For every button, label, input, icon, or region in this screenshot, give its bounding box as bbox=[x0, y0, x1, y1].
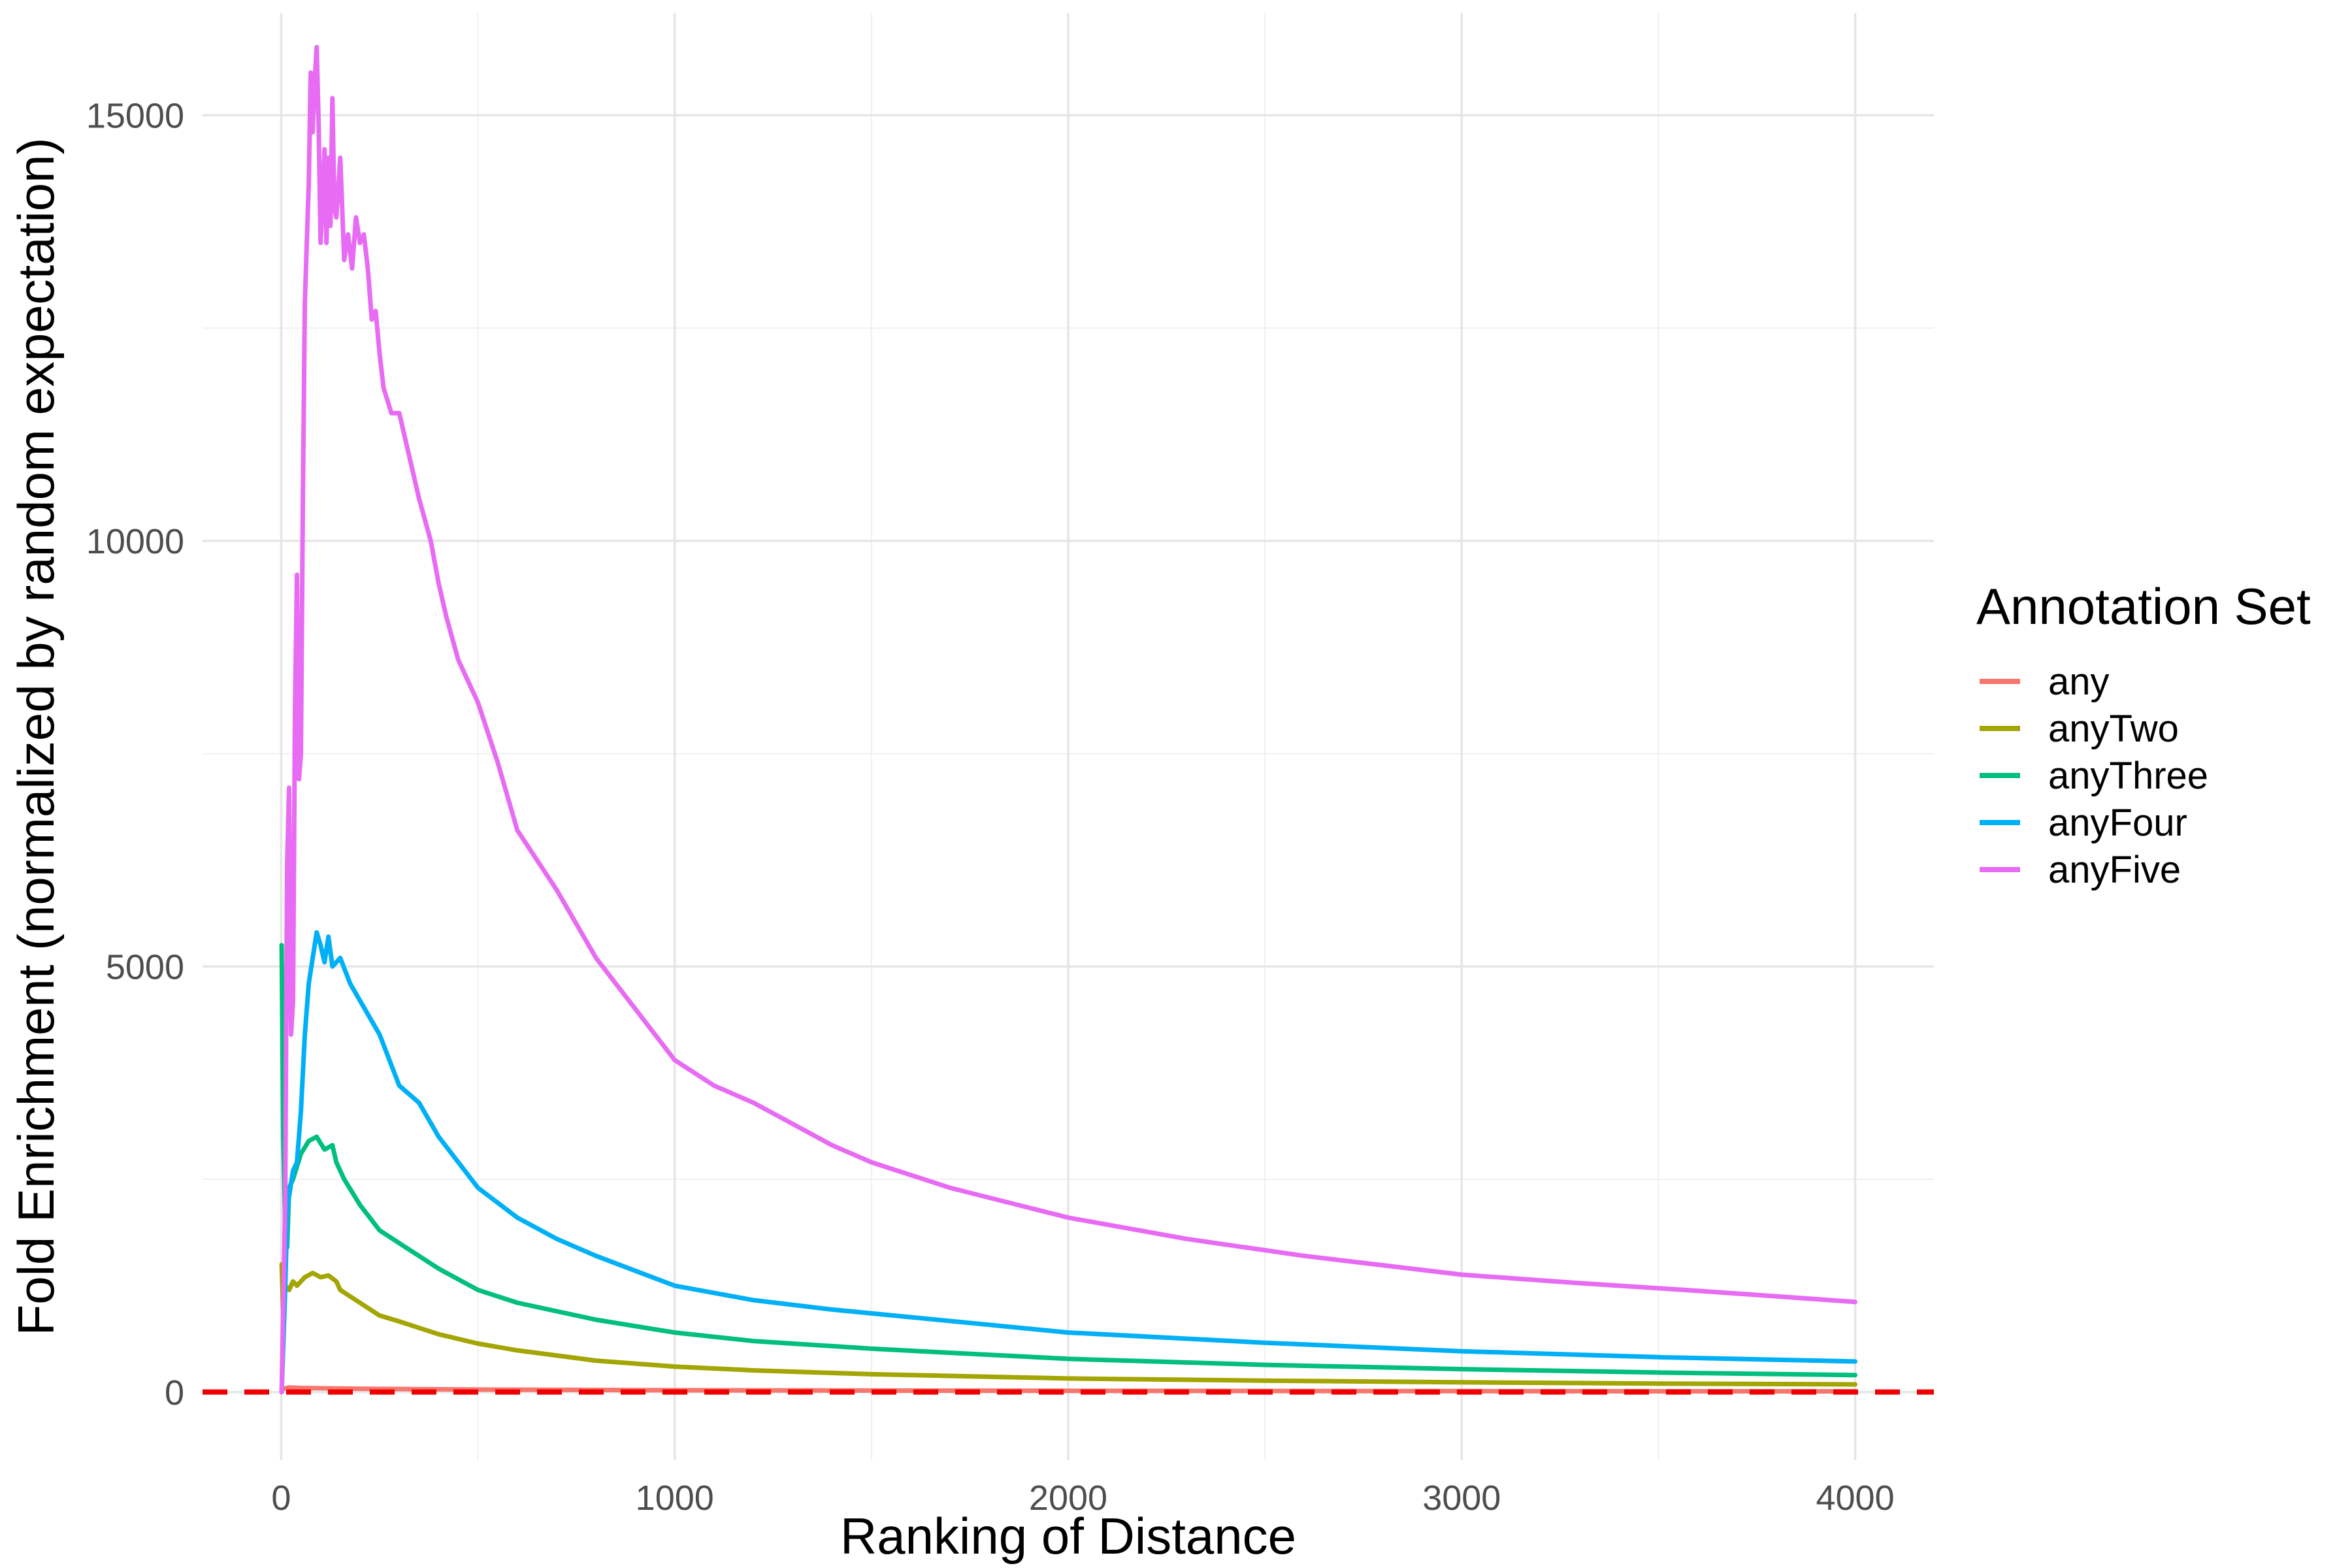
x-tick-label: 2000 bbox=[1029, 1478, 1107, 1518]
gridlines bbox=[203, 13, 1934, 1460]
legend-label-anyFour: anyFour bbox=[2048, 802, 2187, 844]
y-axis-title: Fold Enrichment (normalized by random ex… bbox=[7, 138, 65, 1336]
y-axis-ticks: 0 5000 10000 15000 bbox=[86, 96, 184, 1412]
series-line-anyFour bbox=[279, 930, 1857, 1395]
legend-label-anyThree: anyThree bbox=[2048, 755, 2208, 797]
series-lines bbox=[279, 44, 1857, 1395]
x-tick-label: 0 bbox=[271, 1478, 291, 1518]
legend-label-anyTwo: anyTwo bbox=[2048, 708, 2179, 750]
legend-label-anyFive: anyFive bbox=[2048, 849, 2181, 891]
x-axis-title: Ranking of Distance bbox=[840, 1507, 1296, 1565]
y-tick-label: 10000 bbox=[86, 522, 184, 561]
legend: Annotation Set any anyTwo anyThree anyFour a… bbox=[1976, 578, 2311, 891]
x-axis-ticks: 0 1000 2000 3000 4000 bbox=[271, 1478, 1894, 1518]
y-tick-label: 5000 bbox=[106, 947, 184, 987]
x-tick-label: 3000 bbox=[1422, 1478, 1501, 1518]
x-tick-label: 1000 bbox=[636, 1478, 714, 1518]
series-line-anyFive bbox=[279, 44, 1857, 1395]
y-tick-label: 15000 bbox=[86, 96, 184, 135]
legend-title: Annotation Set bbox=[1976, 578, 2311, 635]
legend-label-any: any bbox=[2048, 661, 2110, 703]
series-line-anyTwo bbox=[279, 1262, 1857, 1387]
y-tick-label: 0 bbox=[165, 1373, 184, 1413]
x-tick-label: 4000 bbox=[1816, 1478, 1894, 1518]
